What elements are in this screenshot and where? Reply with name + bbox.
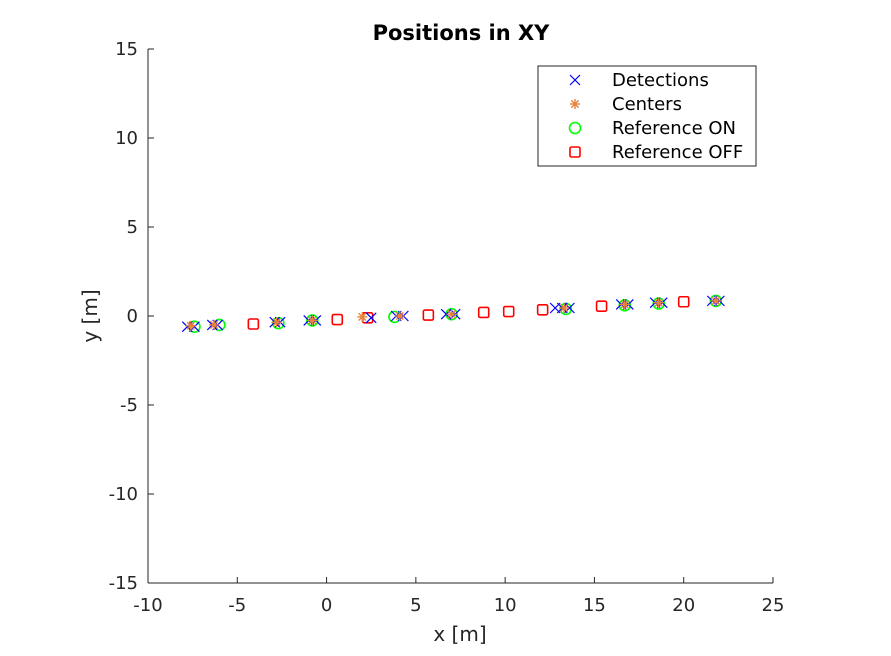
y-tick-label: -15	[109, 573, 138, 594]
legend-label: Reference OFF	[612, 142, 743, 163]
data-point-circle	[188, 320, 201, 333]
legend: Detections Centers Reference ON Reference O…	[537, 65, 757, 167]
series-centers	[185, 295, 721, 331]
x-tick-label: 5	[410, 595, 421, 616]
data-point-square	[331, 313, 344, 326]
data-point-square	[677, 295, 690, 308]
data-point-asterisk	[357, 311, 368, 322]
data-point-asterisk	[307, 315, 318, 326]
data-point-circle	[559, 302, 573, 316]
y-tick-label: -10	[109, 484, 138, 505]
data-point-x	[564, 302, 575, 314]
x-tick-label: 0	[321, 595, 332, 616]
data-point-asterisk	[653, 297, 664, 308]
y-tick-label: 0	[127, 306, 138, 327]
x-tick-label: 25	[762, 595, 785, 616]
legend-label: Centers	[612, 94, 682, 115]
data-point-x	[365, 312, 377, 324]
data-point-x	[440, 308, 452, 320]
data-point-asterisk	[446, 309, 457, 320]
legend-box	[537, 65, 757, 167]
legend-marker-asterisk	[570, 99, 580, 109]
x-tick-label: -5	[228, 595, 246, 616]
data-point-square	[502, 305, 515, 318]
y-ticks: -15 -10 -5 0 5 10 15	[109, 39, 154, 594]
y-tick-label: -5	[120, 395, 138, 416]
data-point-circle	[709, 294, 723, 308]
series-layer	[181, 294, 725, 333]
x-tick-label: 10	[494, 595, 517, 616]
data-point-asterisk	[394, 311, 405, 321]
legend-marker-square	[569, 146, 581, 158]
x-ticks: -10 -5 0 5 10 15 20 25	[133, 577, 784, 616]
data-point-square	[477, 306, 490, 319]
data-point-asterisk	[271, 317, 282, 328]
x-tick-label: -10	[133, 595, 162, 616]
data-point-square	[536, 303, 549, 316]
legend-label: Reference ON	[612, 118, 736, 139]
data-point-asterisk	[559, 302, 570, 313]
chart-title: Positions in XY	[373, 21, 551, 45]
y-tick-label: 15	[115, 39, 138, 60]
y-tick-label: 5	[127, 217, 138, 238]
data-point-circle	[305, 314, 319, 327]
legend-marker-x	[569, 74, 581, 86]
legend-label: Detections	[612, 70, 709, 91]
x-tick-label: 20	[672, 595, 695, 616]
y-tick-label: 10	[115, 128, 138, 149]
legend-marker-circle	[568, 121, 582, 135]
data-point-square	[247, 318, 260, 330]
data-point-asterisk	[619, 299, 630, 310]
x-axis-label: x [m]	[433, 622, 486, 646]
data-point-circle	[272, 316, 285, 330]
data-point-square	[595, 300, 608, 313]
data-point-asterisk	[185, 320, 196, 331]
legend-entries: Detections Centers Reference ON Reference O…	[568, 70, 743, 163]
data-point-asterisk	[209, 319, 220, 330]
y-axis-label: y [m]	[78, 289, 102, 342]
series-reference-off	[247, 295, 690, 330]
data-point-asterisk	[710, 295, 721, 306]
x-tick-label: 15	[583, 595, 606, 616]
data-point-square	[422, 309, 435, 321]
